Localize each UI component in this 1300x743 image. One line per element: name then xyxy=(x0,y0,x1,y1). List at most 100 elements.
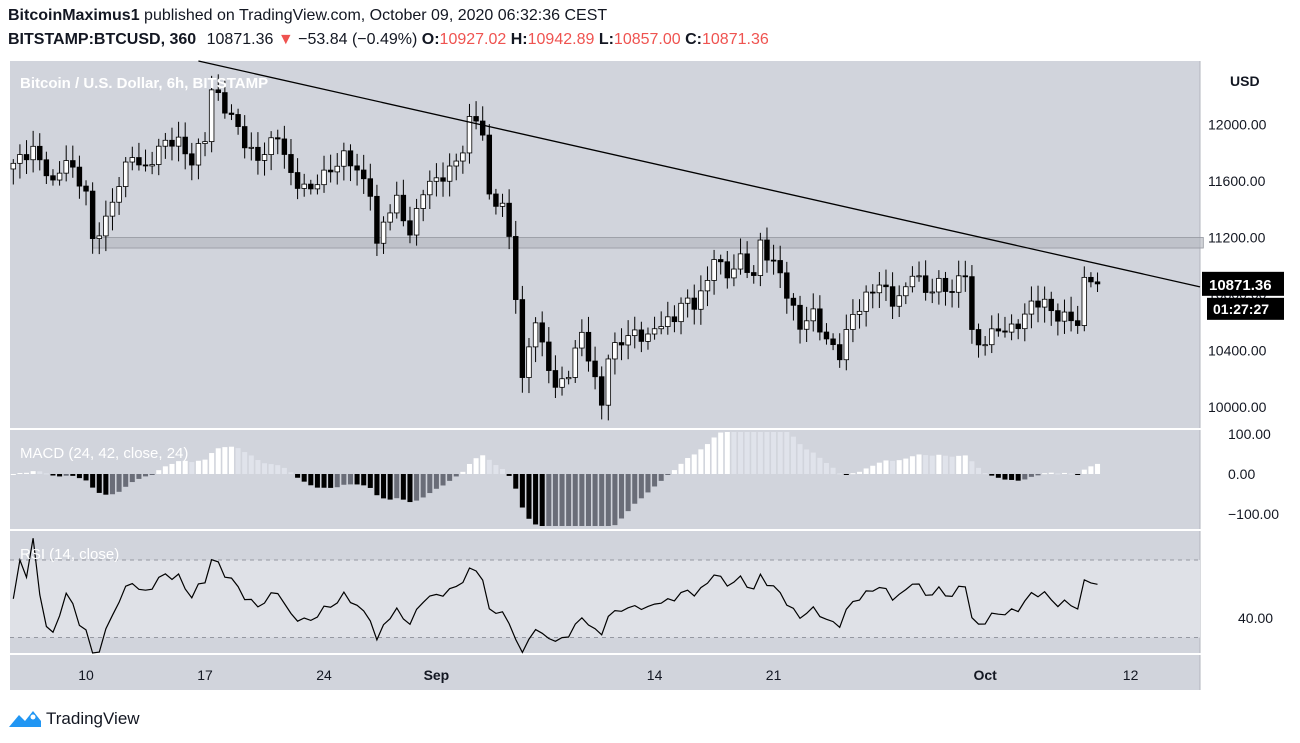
close-label: C: xyxy=(685,31,702,48)
macd-histogram-bar xyxy=(823,462,829,474)
macd-histogram-bar xyxy=(374,474,380,496)
time-tick-label-3: Sep xyxy=(424,667,450,683)
macd-label: MACD (24, 42, close, 24) xyxy=(20,445,188,462)
macd-histogram-bar xyxy=(843,474,849,475)
macd-histogram-bar xyxy=(453,474,459,477)
macd-histogram-bar xyxy=(989,474,995,476)
candle-body xyxy=(605,358,612,406)
candle-body xyxy=(116,186,122,203)
candle-body xyxy=(241,126,248,149)
rsi-label: RSI (14, close) xyxy=(20,546,119,563)
candle-body xyxy=(797,304,803,330)
macd-histogram-bar xyxy=(982,473,988,475)
candle-body xyxy=(1074,320,1081,326)
macd-histogram-bar xyxy=(149,474,155,475)
candle-body xyxy=(195,143,202,166)
open-label: O: xyxy=(421,31,440,48)
macd-histogram-bar xyxy=(876,462,882,474)
macd-tick-label-2: −100.00 xyxy=(1228,506,1279,522)
macd-histogram-bar xyxy=(433,474,439,489)
time-tick-label-5: 21 xyxy=(766,667,782,683)
macd-histogram-bar xyxy=(24,472,30,474)
candle-body xyxy=(129,157,136,163)
candle-body xyxy=(460,152,466,162)
macd-histogram-bar xyxy=(883,460,889,474)
macd-histogram-bar xyxy=(1095,463,1101,474)
price-axis-area xyxy=(1201,61,1290,690)
macd-histogram-bar xyxy=(136,474,142,479)
macd-histogram-bar xyxy=(645,474,651,493)
candle-body xyxy=(109,201,116,217)
candle-body xyxy=(169,139,175,147)
chart-title: Bitcoin / U.S. Dollar, 6h, BITSTAMP xyxy=(20,75,268,92)
candle-body xyxy=(532,322,539,348)
time-tick-label-4: 14 xyxy=(647,667,663,683)
macd-histogram-bar xyxy=(711,437,717,474)
macd-histogram-bar xyxy=(632,474,638,504)
candle-body xyxy=(803,320,810,330)
candle-body xyxy=(255,146,261,161)
candle-body xyxy=(572,347,578,378)
macd-histogram-bar xyxy=(447,474,453,481)
candle-body xyxy=(836,344,843,361)
candle-body xyxy=(546,341,552,371)
macd-histogram-bar xyxy=(962,455,968,474)
macd-histogram-bar xyxy=(30,471,36,474)
price-chart[interactable]: 12000.0011600.0011200.0010800.0010400.00… xyxy=(0,0,1300,700)
macd-histogram-bar xyxy=(539,474,545,526)
candle-body xyxy=(876,284,883,294)
resistance-zone xyxy=(92,237,1204,249)
macd-histogram-bar xyxy=(57,474,63,477)
candle-body xyxy=(903,286,909,297)
macd-histogram-bar xyxy=(619,474,625,519)
macd-histogram-bar xyxy=(909,456,915,474)
macd-histogram-bar xyxy=(466,463,472,474)
candle-body xyxy=(413,208,420,236)
macd-histogram-bar xyxy=(288,472,294,474)
macd-histogram-bar xyxy=(506,474,512,476)
macd-histogram-bar xyxy=(638,474,644,499)
macd-histogram-bar xyxy=(830,467,836,474)
macd-histogram-bar xyxy=(718,432,724,474)
symbol-label[interactable]: BITSTAMP:BTCUSD, 360 xyxy=(8,31,197,48)
price-tick-label-0: 12000.00 xyxy=(1208,117,1267,133)
macd-histogram-bar xyxy=(394,474,400,499)
open-value: 10927.02 xyxy=(439,31,507,48)
macd-histogram-bar xyxy=(764,432,770,474)
candle-body xyxy=(916,275,922,278)
macd-histogram-bar xyxy=(724,432,730,474)
macd-tick-label-0: 100.00 xyxy=(1228,426,1271,442)
macd-histogram-bar xyxy=(658,474,664,481)
candle-body xyxy=(466,116,473,154)
candle-body xyxy=(989,328,995,346)
macd-histogram-bar xyxy=(321,474,327,488)
candle-body xyxy=(1088,276,1094,283)
candle-body xyxy=(308,183,314,190)
macd-histogram-bar xyxy=(427,474,433,494)
candle-body xyxy=(784,272,790,299)
macd-histogram-bar xyxy=(890,460,896,474)
candle-body xyxy=(684,297,691,304)
candle-body xyxy=(83,185,89,192)
candle-body xyxy=(955,275,962,293)
macd-histogram-bar xyxy=(678,463,684,474)
candle-body xyxy=(922,275,929,293)
candle-body xyxy=(89,190,96,239)
macd-histogram-bar xyxy=(314,474,320,488)
candle-body xyxy=(949,291,955,293)
macd-histogram-bar xyxy=(698,449,704,474)
macd-histogram-bar xyxy=(156,470,162,474)
macd-histogram-bar xyxy=(308,474,314,486)
candle-body xyxy=(261,154,268,161)
tradingview-footer[interactable]: TradingView xyxy=(8,706,140,732)
author-name[interactable]: BitcoinMaximus1 xyxy=(8,7,140,24)
candle-body xyxy=(103,215,109,237)
macd-histogram-bar xyxy=(486,459,492,474)
macd-histogram-bar xyxy=(1055,473,1061,475)
candle-body xyxy=(896,295,902,307)
high-value: 10942.89 xyxy=(527,31,595,48)
candle-body xyxy=(744,253,750,273)
macd-histogram-bar xyxy=(17,472,23,474)
candle-body xyxy=(936,277,942,293)
macd-histogram-bar xyxy=(685,458,691,474)
